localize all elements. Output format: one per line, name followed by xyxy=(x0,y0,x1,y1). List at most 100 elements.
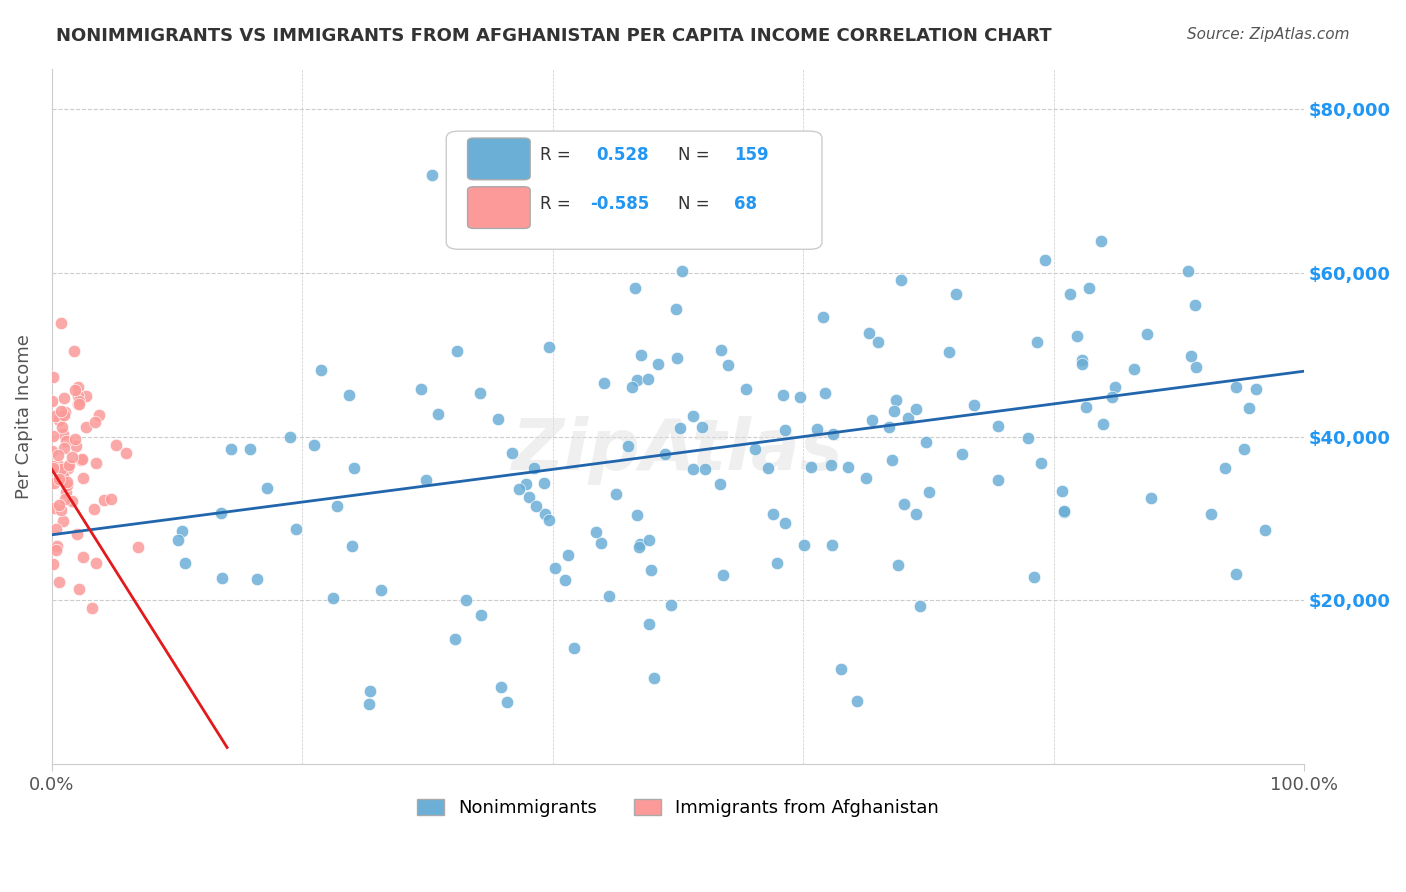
Point xyxy=(508,482,530,496)
Point xyxy=(1122,362,1144,376)
Point xyxy=(496,695,519,709)
Point xyxy=(1180,349,1202,363)
Text: NONIMMIGRANTS VS IMMIGRANTS FROM AFGHANISTAN PER CAPITA INCOME CORRELATION CHART: NONIMMIGRANTS VS IMMIGRANTS FROM AFGHANI… xyxy=(56,27,1052,45)
Text: N =: N = xyxy=(678,146,710,164)
Point xyxy=(813,310,835,324)
Point xyxy=(789,390,811,404)
Point xyxy=(446,344,468,359)
Point xyxy=(548,210,571,224)
Point xyxy=(69,453,91,467)
Point xyxy=(1225,380,1247,394)
Text: ZipAtlas: ZipAtlas xyxy=(512,417,844,485)
Point xyxy=(963,398,986,412)
Point xyxy=(70,452,93,467)
Point xyxy=(905,507,928,521)
Point xyxy=(987,419,1010,434)
Point xyxy=(53,405,76,419)
Point xyxy=(211,571,233,585)
Point xyxy=(67,397,90,411)
Point xyxy=(489,681,512,695)
Point xyxy=(127,541,149,555)
Point xyxy=(695,462,717,476)
Point xyxy=(647,357,669,371)
Point xyxy=(682,409,704,423)
Point xyxy=(339,387,361,401)
Point xyxy=(734,382,756,396)
Point xyxy=(671,264,693,278)
Point xyxy=(773,516,796,531)
Point xyxy=(60,450,83,464)
Point xyxy=(1059,287,1081,301)
Point xyxy=(591,536,613,550)
Point xyxy=(256,481,278,495)
Point xyxy=(915,434,938,449)
Point xyxy=(654,447,676,461)
Point xyxy=(66,527,89,541)
Point xyxy=(359,684,381,698)
Point xyxy=(820,458,842,472)
Point xyxy=(537,340,560,354)
Point xyxy=(60,494,83,508)
Point xyxy=(710,343,733,357)
Point xyxy=(709,477,731,491)
Point xyxy=(53,491,76,506)
Point xyxy=(456,592,478,607)
Point xyxy=(52,426,75,441)
Point xyxy=(1070,357,1092,371)
Point xyxy=(626,373,648,387)
Point xyxy=(41,369,63,384)
Point xyxy=(1052,504,1074,518)
Point xyxy=(950,447,973,461)
Point xyxy=(343,460,366,475)
Point xyxy=(44,409,66,423)
Point xyxy=(42,557,65,571)
Point xyxy=(167,533,190,548)
Point xyxy=(890,273,912,287)
Point xyxy=(517,490,540,504)
Point xyxy=(621,380,644,394)
Point xyxy=(800,459,823,474)
Point xyxy=(554,573,576,587)
Point xyxy=(534,507,557,521)
Point xyxy=(628,540,651,554)
Point xyxy=(69,582,91,596)
Point xyxy=(41,394,63,409)
Point xyxy=(1237,401,1260,415)
Point xyxy=(745,183,768,197)
Point xyxy=(470,608,492,623)
Point xyxy=(605,487,627,501)
Y-axis label: Per Capita Income: Per Capita Income xyxy=(15,334,32,499)
Point xyxy=(49,462,72,476)
Point xyxy=(311,362,333,376)
Point xyxy=(1090,234,1112,248)
Text: 68: 68 xyxy=(734,195,758,213)
Point xyxy=(679,200,702,214)
Point xyxy=(1017,430,1039,444)
Point xyxy=(884,393,907,408)
Point xyxy=(908,599,931,613)
Point xyxy=(426,408,449,422)
Point xyxy=(1225,567,1247,582)
Point xyxy=(370,582,392,597)
Point xyxy=(1071,352,1094,367)
Point xyxy=(46,539,69,553)
Point xyxy=(52,468,75,483)
Point xyxy=(170,524,193,538)
Point xyxy=(628,536,651,550)
Point xyxy=(219,442,242,457)
FancyBboxPatch shape xyxy=(468,186,530,228)
Point xyxy=(1244,382,1267,396)
Text: R =: R = xyxy=(540,146,571,164)
Point xyxy=(938,344,960,359)
Point xyxy=(415,473,437,487)
Text: -0.585: -0.585 xyxy=(591,195,650,213)
Point xyxy=(84,556,107,570)
Point xyxy=(537,513,560,527)
Point xyxy=(82,601,104,615)
Point xyxy=(945,286,967,301)
Point xyxy=(515,476,537,491)
Point xyxy=(669,421,692,435)
Point xyxy=(1033,252,1056,267)
Point xyxy=(806,422,828,436)
Point xyxy=(55,475,77,489)
